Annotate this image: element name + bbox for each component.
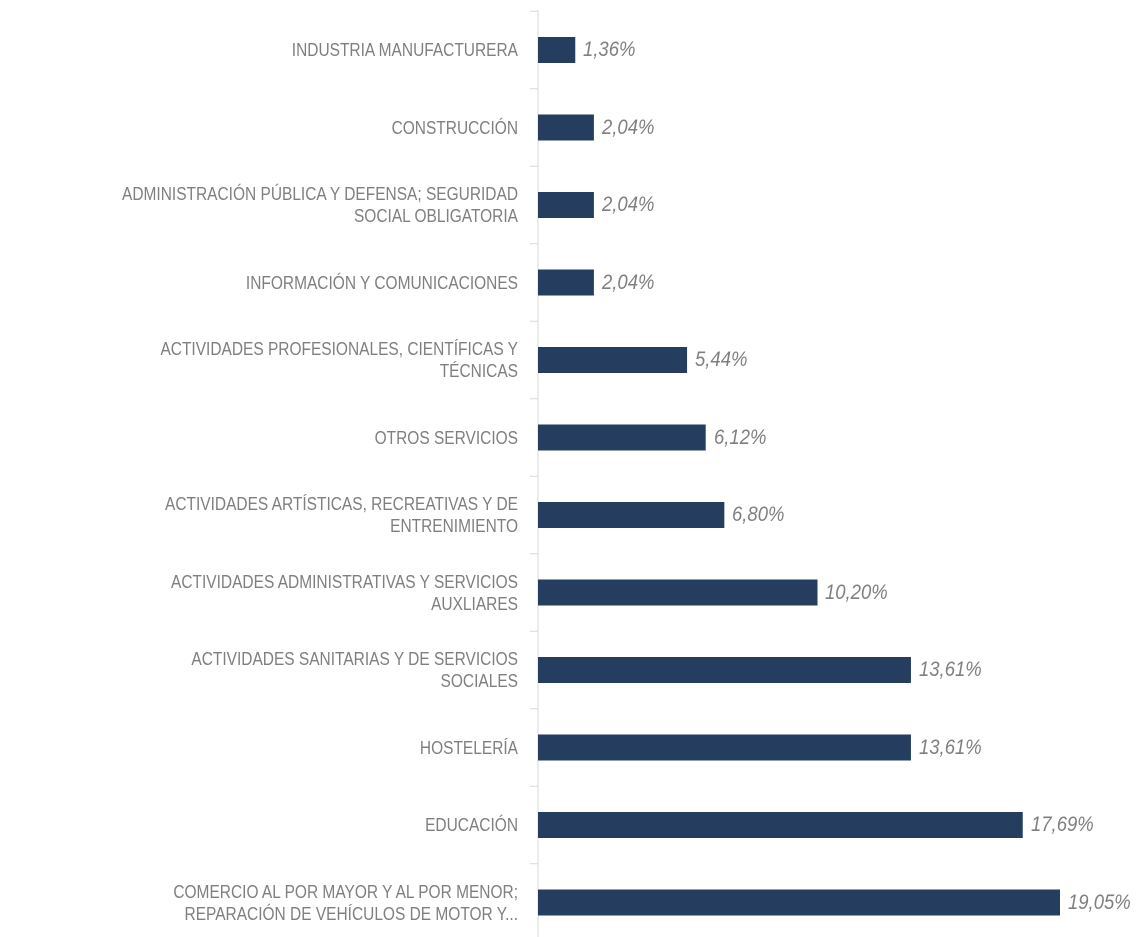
bar — [538, 502, 725, 528]
value-label: 13,61% — [918, 658, 982, 681]
category-label: EDUCACIÓN — [425, 815, 518, 835]
bar — [538, 347, 688, 373]
bar — [538, 889, 1060, 916]
value-label: 2,04% — [601, 193, 655, 216]
category-label: HOSTELERÍA — [419, 737, 518, 758]
value-label: 6,12% — [713, 425, 767, 449]
value-label: 19,05% — [1068, 890, 1131, 914]
bar — [538, 424, 706, 451]
bar — [538, 192, 594, 218]
value-label: 13,61% — [918, 735, 982, 759]
bar — [538, 579, 818, 606]
category-label: ACTIVIDADES SANITARIAS Y DE SERVICIOS SO… — [191, 649, 518, 691]
value-label: 2,04% — [601, 115, 655, 139]
category-label: INDUSTRIA MANUFACTURERA — [291, 40, 518, 60]
bar — [538, 812, 1023, 838]
category-label: ACTIVIDADES ARTÍSTICAS, RECREATIVAS Y DE… — [165, 494, 518, 536]
bar — [538, 114, 594, 141]
bar — [538, 37, 576, 63]
category-label: ACTIVIDADES ADMINISTRATIVAS Y SERVICIOS … — [171, 571, 518, 614]
value-label: 5,44% — [695, 348, 748, 371]
category-label: ADMINISTRACIÓN PÚBLICA Y DEFENSA; SEGURI… — [122, 184, 518, 226]
value-label: 17,69% — [1030, 813, 1094, 836]
category-label: INFORMACIÓN Y COMUNICACIONES — [245, 272, 518, 293]
value-label: 6,80% — [732, 503, 785, 526]
value-label: 1,36% — [583, 38, 636, 61]
value-label: 10,20% — [825, 580, 889, 604]
category-label: CONSTRUCCIÓN — [391, 117, 518, 138]
category-label: ACTIVIDADES PROFESIONALES, CIENTÍFICAS Y… — [160, 339, 518, 381]
bar — [538, 657, 911, 683]
value-label: 2,04% — [601, 270, 655, 294]
bar — [538, 734, 911, 761]
category-label: OTROS SERVICIOS — [374, 427, 518, 448]
category-label: COMERCIO AL POR MAYOR Y AL POR MENOR; RE… — [173, 881, 518, 924]
bar — [538, 269, 594, 296]
